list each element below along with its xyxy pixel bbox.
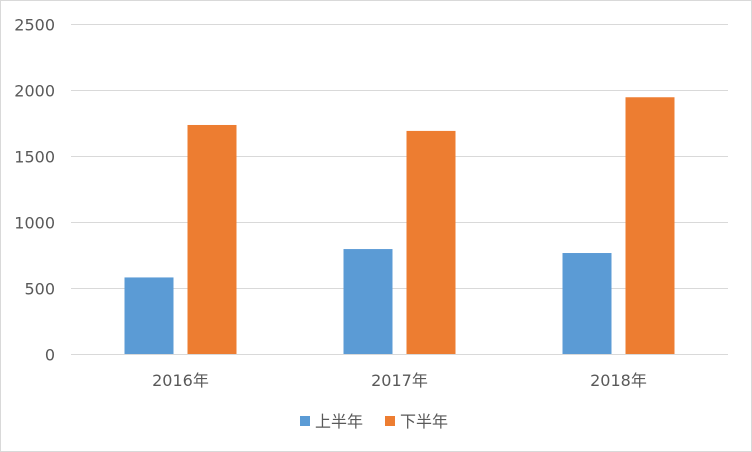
y-tick-label: 1000 [14, 214, 55, 233]
legend-label: 上半年 [315, 412, 363, 431]
bar-上半年-2016年 [124, 277, 174, 354]
bar-下半年-2016年 [187, 124, 237, 354]
y-tick-label: 2500 [14, 16, 55, 35]
bar-下半年-2017年 [406, 130, 456, 354]
bar-上半年-2018年 [562, 253, 612, 354]
y-axis-ticks: 0 500 1000 1500 2000 2500 [14, 16, 55, 365]
bar-上半年-2017年 [343, 249, 393, 354]
x-tick-label: 2017年 [371, 371, 428, 390]
y-tick-label: 1500 [14, 148, 55, 167]
legend-swatch-下半年 [385, 416, 395, 426]
y-tick-label: 0 [45, 346, 55, 365]
x-tick-label: 2016年 [152, 371, 209, 390]
bar-下半年-2018年 [625, 97, 675, 354]
bars [124, 97, 675, 354]
legend-label: 下半年 [400, 412, 448, 431]
y-tick-label: 2000 [14, 82, 55, 101]
legend: 上半年 下半年 [300, 412, 448, 431]
legend-swatch-上半年 [300, 416, 310, 426]
x-axis-ticks: 2016年 2017年 2018年 [152, 371, 647, 390]
y-tick-label: 500 [24, 280, 55, 299]
gridlines [71, 24, 728, 355]
x-tick-label: 2018年 [590, 371, 647, 390]
